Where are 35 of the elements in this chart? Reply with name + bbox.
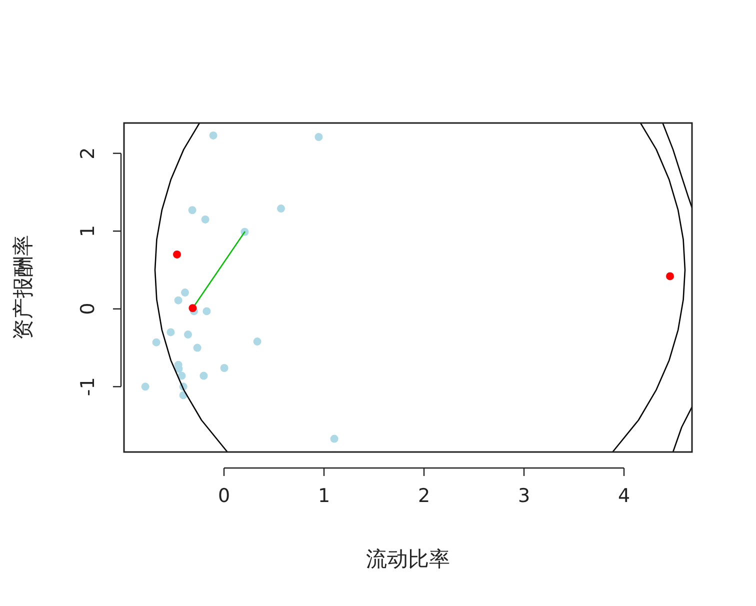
point xyxy=(314,133,323,141)
x-tick-label: 2 xyxy=(418,485,430,507)
x-axis-title: 流动比率 xyxy=(366,547,450,571)
point xyxy=(174,296,182,304)
y-tick-label: 1 xyxy=(77,225,99,238)
line-series xyxy=(612,123,686,452)
line-series xyxy=(662,123,692,208)
point xyxy=(220,364,228,372)
x-tick-label: 0 xyxy=(218,485,230,507)
point xyxy=(152,338,160,346)
point xyxy=(253,338,262,346)
point xyxy=(209,131,218,140)
point xyxy=(193,344,202,352)
x-tick-label: 3 xyxy=(518,485,530,507)
point xyxy=(277,204,285,213)
point xyxy=(200,372,208,380)
line-series xyxy=(154,123,228,452)
x-tick-label: 1 xyxy=(318,485,330,507)
y-tick-label: -1 xyxy=(77,377,99,396)
point xyxy=(666,272,674,280)
point xyxy=(173,250,181,258)
point xyxy=(188,206,196,214)
y-tick-label: 2 xyxy=(77,147,99,160)
point xyxy=(188,304,197,312)
point xyxy=(330,434,338,443)
point xyxy=(201,215,210,224)
point xyxy=(166,328,175,336)
y-tick-label: 0 xyxy=(77,302,99,315)
y-axis-title: 资产报酬率 xyxy=(11,235,35,340)
point xyxy=(181,288,189,297)
point xyxy=(178,372,186,380)
x-tick-label: 4 xyxy=(618,485,630,507)
point xyxy=(184,330,192,339)
point xyxy=(141,382,150,391)
point xyxy=(202,307,211,316)
